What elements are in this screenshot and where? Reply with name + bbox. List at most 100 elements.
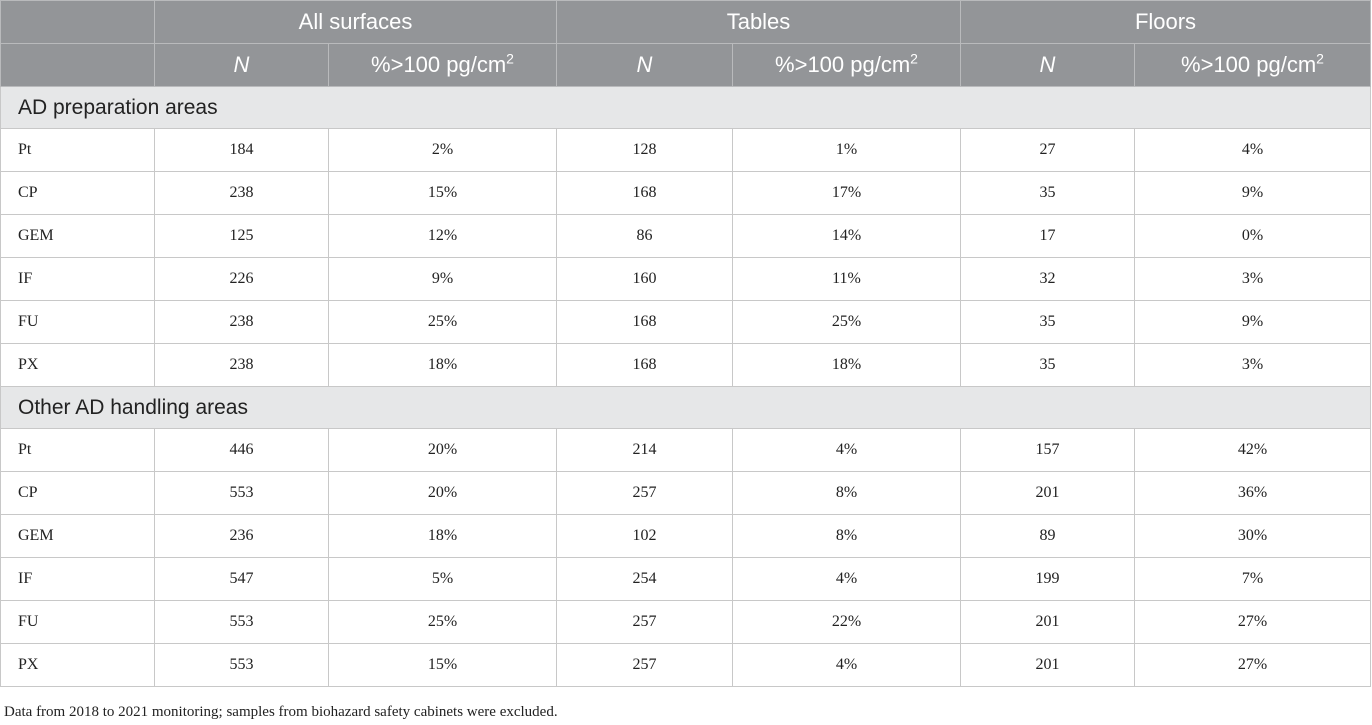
row-label: PX bbox=[0, 643, 155, 687]
cell-floors-pct: 9% bbox=[1134, 171, 1371, 215]
row-label: FU bbox=[0, 300, 155, 344]
cell-tables-pct: 25% bbox=[732, 300, 961, 344]
cell-floors-n: 35 bbox=[960, 343, 1135, 387]
table-row: PX 553 15% 257 4% 201 27% bbox=[0, 643, 1371, 687]
header-row-groups: All surfaces Tables Floors bbox=[0, 0, 1371, 44]
cell-tables-pct: 8% bbox=[732, 471, 961, 515]
header-row-columns: N %>100 pg/cm2 N %>100 pg/cm2 N %>100 pg… bbox=[0, 43, 1371, 87]
cell-tables-n: 102 bbox=[556, 514, 733, 558]
cell-all-surfaces-n: 553 bbox=[154, 643, 329, 687]
table-row: FU 553 25% 257 22% 201 27% bbox=[0, 600, 1371, 644]
contamination-table: All surfaces Tables Floors N %>100 pg/cm… bbox=[0, 0, 1371, 687]
cell-tables-pct: 8% bbox=[732, 514, 961, 558]
cell-all-surfaces-n: 446 bbox=[154, 428, 329, 472]
section-row: AD preparation areas bbox=[0, 86, 1371, 129]
cell-tables-n: 257 bbox=[556, 600, 733, 644]
cell-all-surfaces-pct: 2% bbox=[328, 128, 557, 172]
cell-floors-n: 32 bbox=[960, 257, 1135, 301]
col-header-pct-text: %>100 pg/cm bbox=[775, 52, 911, 77]
cell-all-surfaces-n: 238 bbox=[154, 343, 329, 387]
row-label: GEM bbox=[0, 214, 155, 258]
cell-floors-n: 35 bbox=[960, 300, 1135, 344]
cell-all-surfaces-pct: 5% bbox=[328, 557, 557, 601]
cell-all-surfaces-pct: 9% bbox=[328, 257, 557, 301]
col-header-pct-text: %>100 pg/cm bbox=[371, 52, 507, 77]
cell-tables-pct: 14% bbox=[732, 214, 961, 258]
row-label: CP bbox=[0, 471, 155, 515]
row-label: IF bbox=[0, 257, 155, 301]
row-label: IF bbox=[0, 557, 155, 601]
cell-all-surfaces-n: 553 bbox=[154, 471, 329, 515]
cell-floors-n: 35 bbox=[960, 171, 1135, 215]
cell-all-surfaces-pct: 20% bbox=[328, 471, 557, 515]
cell-floors-pct: 3% bbox=[1134, 343, 1371, 387]
cell-tables-pct: 4% bbox=[732, 643, 961, 687]
cell-all-surfaces-n: 238 bbox=[154, 300, 329, 344]
cell-tables-n: 160 bbox=[556, 257, 733, 301]
col-header-pct: %>100 pg/cm2 bbox=[732, 43, 961, 87]
group-header-all-surfaces: All surfaces bbox=[154, 0, 557, 44]
cell-all-surfaces-pct: 15% bbox=[328, 643, 557, 687]
row-label: GEM bbox=[0, 514, 155, 558]
cell-all-surfaces-n: 184 bbox=[154, 128, 329, 172]
cell-floors-pct: 36% bbox=[1134, 471, 1371, 515]
table-row: CP 238 15% 168 17% 35 9% bbox=[0, 171, 1371, 215]
table-row: FU 238 25% 168 25% 35 9% bbox=[0, 300, 1371, 344]
group-header-floors: Floors bbox=[960, 0, 1371, 44]
cell-tables-n: 168 bbox=[556, 343, 733, 387]
cell-tables-n: 257 bbox=[556, 471, 733, 515]
cell-all-surfaces-pct: 12% bbox=[328, 214, 557, 258]
cell-all-surfaces-pct: 15% bbox=[328, 171, 557, 215]
col-header-pct-sup: 2 bbox=[1316, 50, 1324, 67]
table-body: AD preparation areas Pt 184 2% 128 1% 27 4% CP 23… bbox=[0, 86, 1371, 687]
col-header-pct: %>100 pg/cm2 bbox=[328, 43, 557, 87]
cell-floors-pct: 9% bbox=[1134, 300, 1371, 344]
cell-floors-n: 201 bbox=[960, 600, 1135, 644]
table-row: CP 553 20% 257 8% 201 36% bbox=[0, 471, 1371, 515]
cell-tables-n: 254 bbox=[556, 557, 733, 601]
cell-tables-n: 168 bbox=[556, 171, 733, 215]
section-title: Other AD handling areas bbox=[0, 386, 1371, 429]
cell-all-surfaces-n: 547 bbox=[154, 557, 329, 601]
data-table-container: All surfaces Tables Floors N %>100 pg/cm… bbox=[0, 0, 1371, 687]
header-corner-sub bbox=[0, 43, 155, 87]
cell-floors-pct: 42% bbox=[1134, 428, 1371, 472]
table-header: All surfaces Tables Floors N %>100 pg/cm… bbox=[0, 0, 1371, 87]
row-label: PX bbox=[0, 343, 155, 387]
cell-floors-n: 201 bbox=[960, 471, 1135, 515]
cell-all-surfaces-pct: 18% bbox=[328, 514, 557, 558]
cell-tables-n: 168 bbox=[556, 300, 733, 344]
cell-tables-n: 257 bbox=[556, 643, 733, 687]
table-row: Pt 446 20% 214 4% 157 42% bbox=[0, 428, 1371, 472]
header-corner bbox=[0, 0, 155, 44]
cell-floors-pct: 0% bbox=[1134, 214, 1371, 258]
cell-tables-pct: 11% bbox=[732, 257, 961, 301]
cell-all-surfaces-n: 226 bbox=[154, 257, 329, 301]
group-header-tables: Tables bbox=[556, 0, 961, 44]
table-footnote: Data from 2018 to 2021 monitoring; sampl… bbox=[4, 704, 558, 720]
table-row: GEM 125 12% 86 14% 17 0% bbox=[0, 214, 1371, 258]
cell-all-surfaces-pct: 20% bbox=[328, 428, 557, 472]
row-label: CP bbox=[0, 171, 155, 215]
cell-all-surfaces-pct: 18% bbox=[328, 343, 557, 387]
cell-floors-n: 199 bbox=[960, 557, 1135, 601]
section-title: AD preparation areas bbox=[0, 86, 1371, 129]
table-row: IF 226 9% 160 11% 32 3% bbox=[0, 257, 1371, 301]
cell-tables-pct: 4% bbox=[732, 557, 961, 601]
col-header-pct: %>100 pg/cm2 bbox=[1134, 43, 1371, 87]
cell-tables-pct: 22% bbox=[732, 600, 961, 644]
cell-floors-n: 89 bbox=[960, 514, 1135, 558]
cell-floors-pct: 30% bbox=[1134, 514, 1371, 558]
table-row: GEM 236 18% 102 8% 89 30% bbox=[0, 514, 1371, 558]
cell-tables-pct: 4% bbox=[732, 428, 961, 472]
col-header-n: N bbox=[154, 43, 329, 87]
cell-tables-n: 214 bbox=[556, 428, 733, 472]
cell-floors-n: 17 bbox=[960, 214, 1135, 258]
cell-floors-pct: 27% bbox=[1134, 600, 1371, 644]
cell-tables-n: 128 bbox=[556, 128, 733, 172]
col-header-pct-sup: 2 bbox=[506, 50, 514, 67]
cell-floors-n: 27 bbox=[960, 128, 1135, 172]
cell-floors-pct: 7% bbox=[1134, 557, 1371, 601]
cell-all-surfaces-pct: 25% bbox=[328, 600, 557, 644]
row-label: Pt bbox=[0, 128, 155, 172]
